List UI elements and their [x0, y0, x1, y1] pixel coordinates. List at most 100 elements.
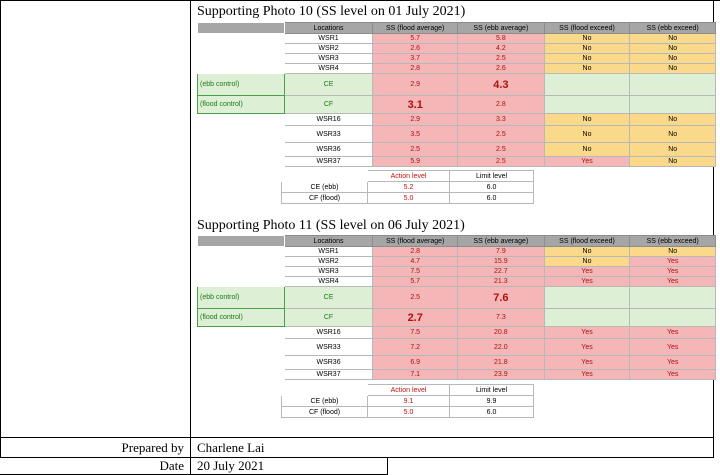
flood-exceed-cell: No — [543, 246, 631, 257]
column-header: SS (flood exceed) — [543, 22, 631, 34]
column-header: SS (flood exceed) — [543, 235, 631, 247]
ebb-average-cell: 7.6 — [457, 286, 545, 309]
table-row: (ebb control) CE 2.9 4.3 — [197, 73, 716, 96]
control-label — [198, 356, 285, 370]
flood-exceed-cell: No — [543, 256, 631, 267]
control-label: (flood control) — [197, 95, 285, 114]
location-cell: WSR16 — [283, 113, 374, 126]
limit-corner — [282, 171, 368, 182]
flood-exceed-cell — [543, 286, 631, 309]
flood-average-cell: 4.7 — [372, 256, 459, 267]
ebb-exceed-cell — [629, 73, 716, 96]
column-header: Locations — [283, 235, 374, 247]
table-row: WSR2 2.6 4.2 No No — [198, 43, 716, 54]
flood-exceed-cell: Yes — [543, 326, 631, 339]
flood-exceed-cell — [543, 308, 631, 327]
flood-exceed-cell: Yes — [543, 156, 631, 167]
ebb-exceed-cell — [629, 286, 716, 309]
date-value: 20 July 2021 — [197, 458, 265, 473]
control-label — [198, 277, 285, 287]
flood-average-cell: 2.5 — [372, 286, 459, 309]
flood-exceed-cell: No — [543, 43, 631, 54]
location-cell: WSR36 — [283, 142, 374, 157]
ebb-exceed-cell: No — [629, 125, 716, 143]
photo11-title: Supporting Photo 11 (SS level on 06 July… — [197, 218, 465, 233]
ebb-average-cell: 21.8 — [457, 355, 545, 370]
location-cell: CF — [283, 308, 374, 327]
cf-limit-value: 6.0 — [449, 192, 534, 204]
flood-average-cell: 2.8 — [372, 246, 459, 257]
table-row: WSR1 5.7 5.8 No No — [198, 33, 716, 44]
location-cell: WSR2 — [283, 256, 374, 267]
header-blank-cell — [197, 235, 285, 247]
ebb-exceed-cell: No — [629, 142, 716, 157]
header-blank-cell — [197, 22, 285, 34]
cf-action-value: 5.0 — [367, 406, 450, 418]
flood-average-cell: 2.6 — [372, 43, 459, 54]
control-label — [198, 247, 285, 257]
ebb-average-cell: 22.0 — [457, 338, 545, 356]
table-row: WSR16 2.9 3.3 No No — [198, 113, 716, 126]
flood-exceed-cell: No — [543, 125, 631, 143]
control-label — [198, 64, 285, 74]
control-label — [198, 126, 285, 143]
ebb-exceed-cell: Yes — [629, 326, 716, 339]
flood-average-cell: 5.9 — [372, 156, 459, 167]
prepared-by-label: Prepared by — [121, 440, 184, 455]
control-label — [198, 143, 285, 157]
ebb-average-cell: 4.3 — [457, 73, 545, 96]
ce-action-value: 5.2 — [367, 181, 450, 193]
ebb-exceed-cell: No — [629, 53, 716, 64]
control-label: (flood control) — [197, 308, 285, 327]
ebb-exceed-cell: Yes — [629, 256, 716, 267]
ebb-exceed-cell: No — [629, 156, 716, 167]
ebb-average-cell: 23.9 — [457, 369, 545, 380]
control-label — [198, 54, 285, 64]
ebb-exceed-cell: Yes — [629, 276, 716, 287]
column-header: SS (ebb average) — [457, 235, 545, 247]
ce-limit-value: 9.9 — [449, 395, 534, 407]
flood-exceed-cell: Yes — [543, 369, 631, 380]
flood-average-cell: 5.7 — [372, 276, 459, 287]
table-header-row: Locations SS (flood average) SS (ebb avera… — [197, 22, 716, 34]
column-header: SS (flood average) — [372, 235, 459, 247]
ebb-average-cell: 5.8 — [457, 33, 545, 44]
table-row: WSR1 2.8 7.9 No No — [198, 246, 716, 257]
location-cell: WSR37 — [283, 156, 374, 167]
flood-average-cell: 7.1 — [372, 369, 459, 380]
table-row: WSR4 5.7 21.3 Yes Yes — [198, 276, 716, 287]
column-header: SS (ebb average) — [457, 22, 545, 34]
ebb-average-cell: 22.7 — [457, 266, 545, 277]
flood-exceed-cell — [543, 73, 631, 96]
table-row: WSR3 7.5 22.7 Yes Yes — [198, 266, 716, 277]
flood-exceed-cell: No — [543, 113, 631, 126]
control-label — [198, 257, 285, 267]
table-row: WSR3 3.7 2.5 No No — [198, 53, 716, 64]
flood-average-cell: 3.1 — [372, 95, 459, 114]
table-row: WSR37 7.1 23.9 Yes Yes — [198, 369, 716, 380]
location-cell: WSR3 — [283, 266, 374, 277]
control-label — [198, 370, 285, 380]
limit-level-header: Limit level — [449, 384, 534, 396]
ebb-average-cell: 2.5 — [457, 125, 545, 143]
flood-average-cell: 7.2 — [372, 338, 459, 356]
location-cell: WSR33 — [283, 338, 374, 356]
ebb-exceed-cell: No — [629, 43, 716, 54]
ebb-exceed-cell: Yes — [629, 355, 716, 370]
ebb-exceed-cell: Yes — [629, 266, 716, 277]
column-header: SS (flood average) — [372, 22, 459, 34]
ebb-average-cell: 15.9 — [457, 256, 545, 267]
table-row: WSR33 3.5 2.5 No No — [198, 125, 716, 143]
flood-average-cell: 2.9 — [372, 113, 459, 126]
limit-corner — [282, 385, 368, 396]
cf-flood-label: CF (flood) — [281, 192, 368, 204]
table-row: WSR2 4.7 15.9 No Yes — [198, 256, 716, 267]
photo10-title: Supporting Photo 10 (SS level on 01 July… — [197, 4, 466, 19]
ebb-average-cell: 21.3 — [457, 276, 545, 287]
flood-average-cell: 2.7 — [372, 308, 459, 327]
table-header-row: Locations SS (flood average) SS (ebb avera… — [197, 235, 716, 247]
flood-average-cell: 2.9 — [372, 73, 459, 96]
location-cell: WSR1 — [283, 33, 374, 44]
table-row: WSR36 6.9 21.8 Yes Yes — [198, 355, 716, 370]
flood-average-cell: 3.7 — [372, 53, 459, 64]
